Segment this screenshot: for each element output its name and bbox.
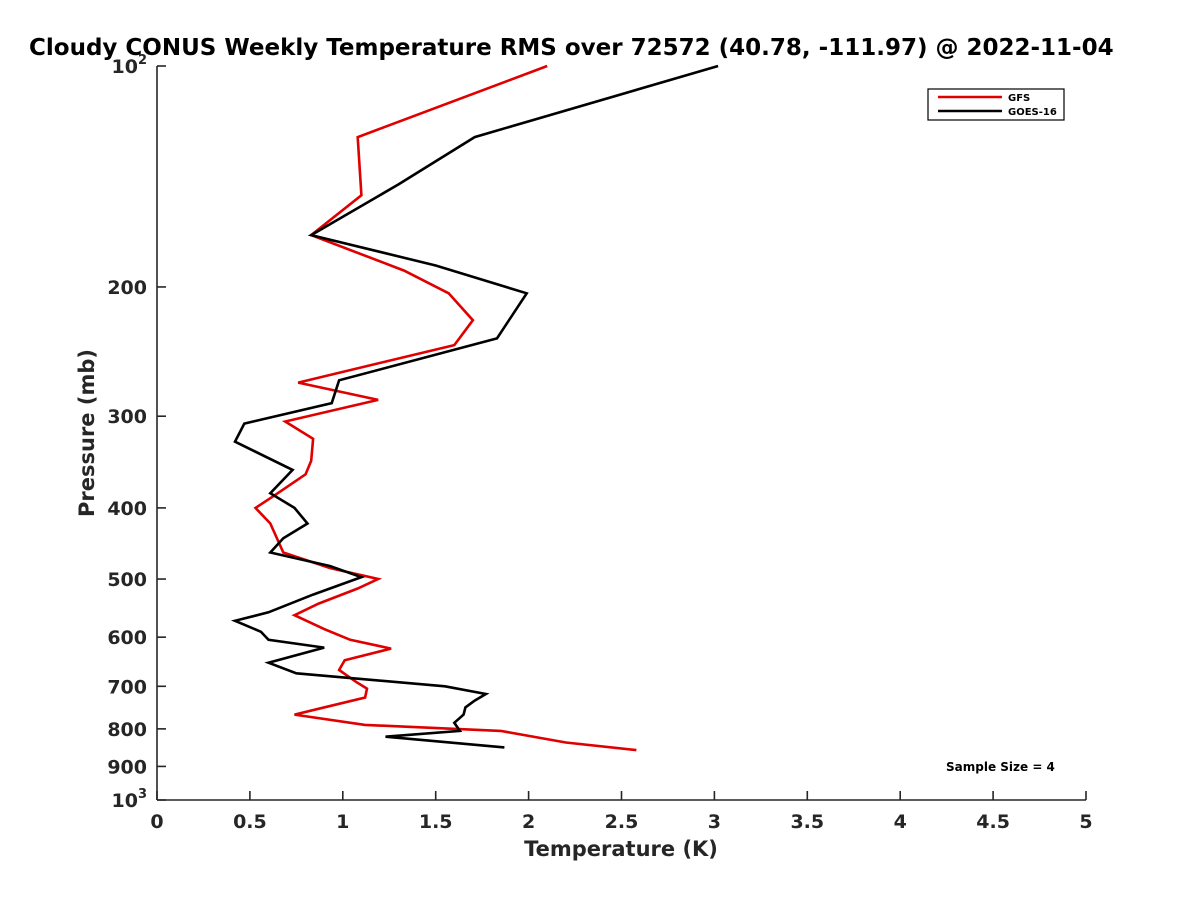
y-tick-label: 102: [112, 53, 148, 78]
x-axis-label: Temperature (K): [524, 837, 718, 861]
legend: GFS GOES-16: [927, 88, 1065, 121]
y-tick-label: 103: [112, 787, 148, 812]
x-ticks: 0 0.5 1 1.5 2 2.5 3 3.5 4 4.5 5: [150, 791, 1093, 833]
y-tick-label: 300: [107, 406, 147, 428]
y-tick-label: 600: [107, 627, 147, 649]
x-tick-label: 4: [894, 811, 907, 833]
series-layer: [230, 64, 719, 752]
y-tick-label: 500: [107, 569, 147, 591]
y-tick-label: 200: [107, 277, 147, 299]
y-tick-label: 900: [107, 756, 147, 778]
x-tick-label: 4.5: [976, 811, 1010, 833]
y-axis-label: Pressure (mb): [75, 349, 99, 517]
y-tick-label: 800: [107, 719, 147, 741]
x-tick-label: 3.5: [790, 811, 824, 833]
x-tick-label: 5: [1079, 811, 1092, 833]
x-tick-label: 2.5: [605, 811, 639, 833]
legend-label-goes-16: GOES-16: [1008, 107, 1057, 118]
y-tick-label: 700: [107, 676, 147, 698]
legend-box: [927, 88, 1065, 121]
chart-title: Cloudy CONUS Weekly Temperature RMS over…: [29, 35, 1114, 61]
y-ticks: 102 200 300 400 500 600 700 800 900 103: [107, 53, 166, 812]
y-tick-label: 400: [107, 498, 147, 520]
x-tick-label: 1.5: [419, 811, 453, 833]
series-line-goes-16: [230, 64, 719, 749]
sample-size-annotation: Sample Size = 4: [946, 760, 1055, 774]
x-tick-label: 3: [708, 811, 721, 833]
x-tick-label: 1: [336, 811, 349, 833]
legend-label-gfs: GFS: [1008, 93, 1030, 104]
x-tick-label: 0: [150, 811, 163, 833]
series-line-gfs: [253, 64, 637, 752]
x-tick-label: 0.5: [233, 811, 267, 833]
x-tick-label: 2: [522, 811, 535, 833]
